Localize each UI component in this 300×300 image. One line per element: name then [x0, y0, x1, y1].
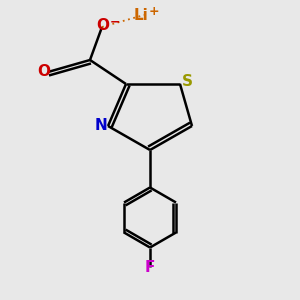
Text: O: O	[37, 64, 50, 80]
Text: F: F	[145, 260, 155, 274]
Text: +: +	[148, 5, 159, 18]
Text: −: −	[110, 16, 120, 29]
Text: O: O	[96, 18, 110, 33]
Text: Li: Li	[134, 8, 148, 22]
Text: S: S	[182, 74, 193, 88]
Text: N: N	[95, 118, 108, 133]
